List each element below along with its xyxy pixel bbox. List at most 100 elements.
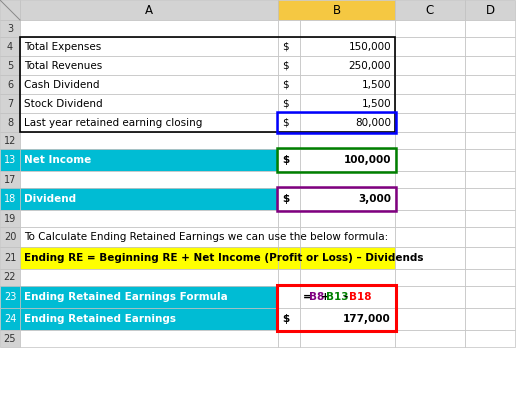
Text: 5: 5 [7, 60, 13, 70]
Text: A: A [145, 3, 153, 17]
Text: B8: B8 [309, 292, 324, 302]
Bar [300, 286, 395, 308]
Text: 4: 4 [7, 42, 13, 52]
Text: C: C [426, 3, 434, 17]
Text: Net Income: Net Income [24, 155, 91, 165]
Bar [395, 132, 465, 149]
Bar [0, 75, 20, 94]
Bar [0, 330, 20, 347]
Bar [0, 227, 20, 247]
Text: B13: B13 [326, 292, 349, 302]
Text: 20: 20 [4, 232, 16, 242]
Bar [20, 227, 278, 247]
Bar [300, 149, 395, 171]
Text: $: $ [282, 98, 289, 108]
Text: 177,000: 177,000 [343, 314, 391, 324]
Bar [278, 75, 300, 94]
Bar [0, 0, 20, 20]
Bar [0, 210, 20, 227]
Text: 250,000: 250,000 [348, 60, 391, 70]
Bar [465, 20, 515, 37]
Text: $: $ [282, 60, 289, 70]
Bar [20, 210, 278, 227]
Bar [20, 247, 278, 269]
Bar [277, 148, 396, 172]
Text: 1,500: 1,500 [361, 80, 391, 90]
Bar [300, 171, 395, 188]
Bar [0, 149, 20, 171]
Bar [0, 94, 20, 113]
Text: -: - [344, 292, 348, 302]
Bar [278, 37, 300, 56]
Bar [20, 20, 278, 37]
Text: 80,000: 80,000 [355, 118, 391, 128]
Bar [465, 171, 515, 188]
Bar [395, 227, 465, 247]
Text: 6: 6 [7, 80, 13, 90]
Bar [20, 94, 278, 113]
Bar [395, 171, 465, 188]
Text: 23: 23 [4, 292, 16, 302]
Bar [0, 56, 20, 75]
Bar [465, 56, 515, 75]
Text: Total Expenses: Total Expenses [24, 42, 101, 52]
Bar [20, 132, 278, 149]
Bar [300, 269, 395, 286]
Text: 24: 24 [4, 314, 16, 324]
Text: 13: 13 [4, 155, 16, 165]
Text: Last year retained earning closing: Last year retained earning closing [24, 118, 202, 128]
Bar [0, 171, 20, 188]
Bar [395, 94, 465, 113]
Bar [0, 269, 20, 286]
Text: $: $ [282, 155, 289, 165]
Text: 18: 18 [4, 194, 16, 204]
Bar [278, 94, 300, 113]
Bar [278, 210, 300, 227]
Bar [300, 308, 395, 330]
Text: 150,000: 150,000 [348, 42, 391, 52]
Text: 21: 21 [4, 253, 16, 263]
Bar [300, 56, 395, 75]
Text: Total Revenues: Total Revenues [24, 60, 103, 70]
Bar [465, 113, 515, 132]
Text: 12: 12 [4, 136, 16, 146]
Text: 7: 7 [7, 98, 13, 108]
Bar [0, 37, 20, 56]
Bar [20, 188, 278, 210]
Text: To Calculate Ending Retained Earnings we can use the below formula:: To Calculate Ending Retained Earnings we… [24, 232, 388, 242]
Bar [300, 132, 395, 149]
Text: 1,500: 1,500 [361, 98, 391, 108]
Bar [278, 330, 300, 347]
Bar [0, 20, 20, 37]
Bar [278, 188, 300, 210]
Text: 19: 19 [4, 214, 16, 224]
Bar [300, 210, 395, 227]
Bar [395, 37, 465, 56]
Bar [300, 247, 395, 269]
Bar [277, 285, 396, 331]
Bar [395, 330, 465, 347]
Text: 22: 22 [4, 272, 16, 282]
Bar [0, 308, 20, 330]
Text: 25: 25 [4, 334, 16, 344]
Text: $: $ [282, 80, 289, 90]
Bar [0, 113, 20, 132]
Bar [465, 308, 515, 330]
Bar [20, 149, 278, 171]
Bar [277, 112, 396, 133]
Text: Ending Retained Earnings: Ending Retained Earnings [24, 314, 176, 324]
Bar [465, 37, 515, 56]
Bar [395, 149, 465, 171]
Bar [395, 20, 465, 37]
Bar [0, 132, 20, 149]
Bar [465, 149, 515, 171]
Bar [278, 20, 300, 37]
Text: $: $ [282, 118, 289, 128]
Bar [278, 171, 300, 188]
Bar [277, 187, 396, 211]
Bar [20, 330, 278, 347]
Bar [20, 308, 278, 330]
Bar [278, 269, 300, 286]
Bar [20, 286, 278, 308]
Text: $: $ [282, 42, 289, 52]
